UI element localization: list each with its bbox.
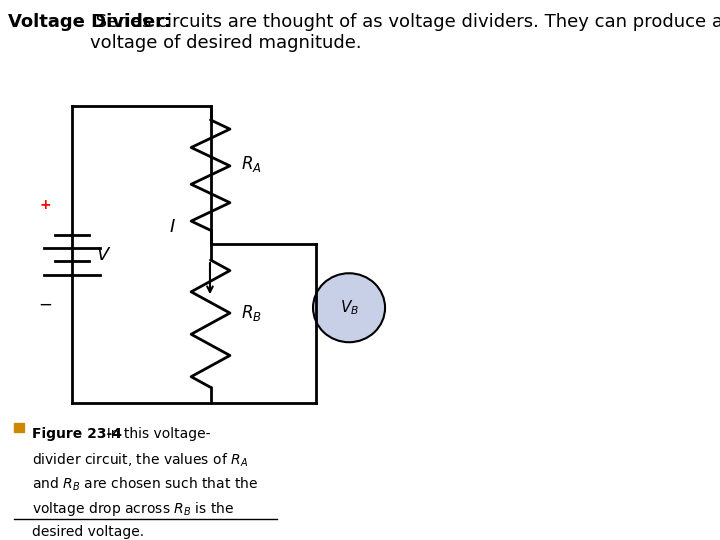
Text: In this voltage-: In this voltage- bbox=[97, 427, 210, 441]
Circle shape bbox=[313, 273, 385, 342]
Text: −: − bbox=[38, 295, 53, 314]
Text: $R_A$: $R_A$ bbox=[241, 154, 261, 174]
Text: Figure 23-4: Figure 23-4 bbox=[32, 427, 122, 441]
Bar bbox=[14, 423, 24, 433]
Text: I: I bbox=[169, 218, 174, 236]
Text: Voltage Divider:: Voltage Divider: bbox=[9, 14, 171, 31]
Text: voltage drop across $R_B$ is the: voltage drop across $R_B$ is the bbox=[32, 501, 235, 518]
Text: desired voltage.: desired voltage. bbox=[32, 525, 144, 539]
Text: $R_B$: $R_B$ bbox=[241, 303, 262, 323]
Text: Series circuits are thought of as voltage dividers. They can produce a
voltage o: Series circuits are thought of as voltag… bbox=[90, 14, 720, 52]
Text: +: + bbox=[40, 198, 51, 212]
Text: and $R_B$ are chosen such that the: and $R_B$ are chosen such that the bbox=[32, 476, 258, 494]
Text: V: V bbox=[97, 246, 109, 264]
Text: divider circuit, the values of $R_A$: divider circuit, the values of $R_A$ bbox=[32, 451, 248, 469]
Text: $V_B$: $V_B$ bbox=[340, 299, 359, 317]
